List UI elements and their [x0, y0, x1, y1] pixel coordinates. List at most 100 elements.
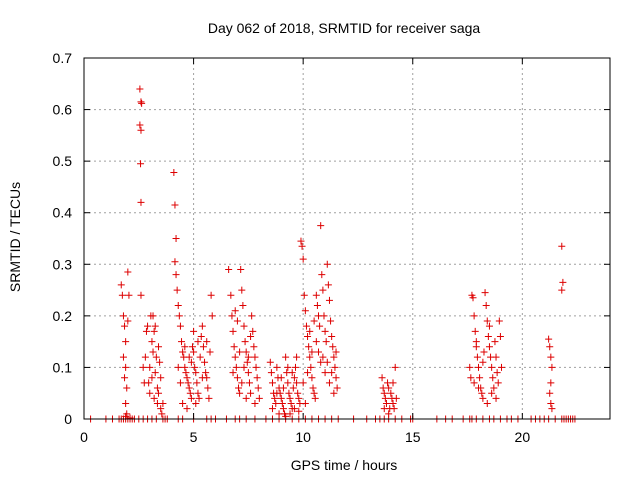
data-point	[206, 348, 214, 356]
data-point	[304, 332, 312, 340]
y-tick-label: 0.2	[53, 308, 73, 324]
data-point	[548, 405, 556, 413]
data-point	[240, 322, 248, 330]
data-point	[185, 384, 193, 392]
data-point	[319, 353, 327, 361]
data-point	[199, 343, 207, 351]
data-point	[150, 327, 158, 335]
data-point	[380, 405, 388, 413]
data-point	[302, 322, 310, 330]
data-point	[203, 338, 211, 346]
data-point	[471, 327, 479, 335]
data-point	[237, 265, 245, 273]
data-point	[547, 353, 555, 361]
data-point	[470, 379, 478, 387]
data-point	[198, 322, 206, 330]
data-point	[295, 407, 303, 415]
data-point	[479, 358, 487, 366]
data-point	[330, 389, 338, 397]
data-point	[148, 374, 156, 382]
data-point	[333, 384, 341, 392]
data-point	[198, 374, 206, 382]
data-point	[236, 348, 244, 356]
y-tick-label: 0.6	[53, 102, 73, 118]
data-point	[275, 410, 283, 418]
x-tick-label: 5	[190, 429, 198, 445]
data-point	[473, 353, 481, 361]
data-point	[173, 286, 181, 294]
data-point	[194, 338, 202, 346]
data-point	[137, 126, 145, 134]
data-point	[268, 379, 276, 387]
data-point	[289, 384, 297, 392]
data-point	[205, 394, 213, 402]
y-tick-label: 0.4	[53, 205, 73, 221]
data-point	[137, 98, 145, 106]
data-point	[313, 302, 321, 310]
data-point	[483, 400, 491, 408]
data-point	[139, 363, 147, 371]
data-point	[137, 198, 145, 206]
x-tick-label: 10	[295, 429, 311, 445]
data-point	[466, 363, 474, 371]
data-point	[204, 384, 212, 392]
data-point	[389, 379, 397, 387]
data-point	[558, 242, 566, 250]
data-point	[378, 374, 386, 382]
data-point	[277, 374, 285, 382]
data-point	[186, 389, 194, 397]
data-point	[227, 291, 235, 299]
data-point	[122, 400, 130, 408]
data-point	[481, 289, 489, 297]
data-point	[238, 286, 246, 294]
data-point	[208, 312, 216, 320]
data-point	[253, 374, 261, 382]
data-point	[469, 294, 477, 302]
data-point	[144, 322, 152, 330]
data-point	[151, 322, 159, 330]
data-point	[492, 353, 500, 361]
data-point	[282, 353, 290, 361]
data-point	[304, 369, 312, 377]
data-point	[321, 369, 329, 377]
data-point	[558, 286, 566, 294]
y-tick-label: 0.5	[53, 153, 73, 169]
data-point	[225, 265, 233, 273]
data-point	[300, 291, 308, 299]
data-point	[230, 343, 238, 351]
data-point	[290, 374, 298, 382]
data-point	[183, 405, 191, 413]
data-point	[231, 353, 239, 361]
data-point	[548, 363, 556, 371]
data-point	[317, 222, 325, 230]
data-point	[184, 379, 192, 387]
data-point	[192, 400, 200, 408]
data-point	[318, 271, 326, 279]
data-point	[121, 322, 129, 330]
data-point	[229, 327, 237, 335]
data-point	[301, 307, 309, 315]
data-point	[290, 405, 298, 413]
data-point	[138, 99, 146, 107]
data-point	[472, 338, 480, 346]
data-point	[124, 268, 132, 276]
data-point	[306, 327, 314, 335]
data-point	[174, 302, 182, 310]
data-point	[310, 317, 318, 325]
data-point	[229, 369, 237, 377]
data-point	[491, 338, 499, 346]
data-point	[251, 353, 259, 361]
data-point	[319, 286, 327, 294]
data-point	[119, 353, 127, 361]
data-point	[286, 394, 294, 402]
data-point	[308, 348, 316, 356]
data-point	[152, 353, 160, 361]
data-point	[545, 335, 553, 343]
data-point	[493, 369, 501, 377]
data-point	[495, 317, 503, 325]
data-point	[155, 389, 163, 397]
data-point	[247, 389, 255, 397]
data-point	[194, 389, 202, 397]
data-point	[185, 353, 193, 361]
